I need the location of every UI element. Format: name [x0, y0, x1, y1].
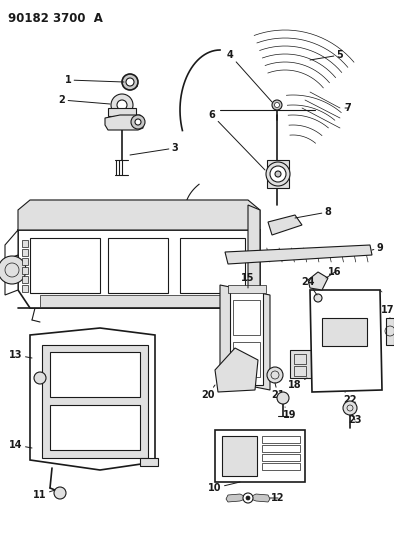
- Circle shape: [277, 392, 289, 404]
- Bar: [294, 366, 306, 376]
- Circle shape: [314, 294, 322, 302]
- Bar: [22, 285, 28, 292]
- Polygon shape: [230, 290, 263, 385]
- Bar: [294, 354, 306, 364]
- Bar: [262, 454, 300, 461]
- Polygon shape: [310, 290, 382, 392]
- Polygon shape: [268, 215, 302, 235]
- Text: 13: 13: [9, 350, 32, 360]
- Polygon shape: [108, 108, 136, 116]
- Text: 24: 24: [301, 277, 317, 295]
- Polygon shape: [18, 200, 260, 230]
- Bar: [215, 430, 305, 482]
- Bar: [108, 238, 168, 293]
- Polygon shape: [386, 318, 394, 345]
- Circle shape: [270, 166, 286, 182]
- Text: 22: 22: [343, 392, 357, 405]
- Text: 16: 16: [326, 267, 342, 278]
- Bar: [22, 258, 28, 265]
- Text: 15: 15: [241, 273, 255, 288]
- Circle shape: [34, 372, 46, 384]
- Text: 11: 11: [33, 490, 55, 500]
- Circle shape: [246, 496, 250, 500]
- Circle shape: [343, 401, 357, 415]
- Bar: [22, 249, 28, 256]
- Text: 10: 10: [208, 482, 240, 493]
- Polygon shape: [105, 115, 143, 130]
- Polygon shape: [30, 328, 155, 470]
- Bar: [22, 267, 28, 274]
- Bar: [50, 352, 140, 397]
- Text: 9: 9: [372, 243, 383, 253]
- Bar: [267, 160, 289, 188]
- Bar: [290, 350, 325, 378]
- Bar: [30, 238, 100, 293]
- Polygon shape: [220, 285, 270, 390]
- Bar: [228, 285, 266, 293]
- Circle shape: [275, 171, 281, 177]
- Circle shape: [0, 256, 26, 284]
- Polygon shape: [248, 494, 270, 502]
- Bar: [180, 238, 245, 293]
- Circle shape: [126, 78, 134, 86]
- Circle shape: [131, 115, 145, 129]
- Circle shape: [135, 119, 141, 125]
- Bar: [262, 445, 300, 452]
- Bar: [50, 405, 140, 450]
- Bar: [262, 463, 300, 470]
- Bar: [40, 295, 235, 307]
- Text: 2: 2: [59, 95, 110, 105]
- Circle shape: [275, 102, 279, 108]
- Bar: [322, 318, 367, 346]
- Bar: [22, 240, 28, 247]
- Circle shape: [266, 162, 290, 186]
- Bar: [222, 436, 257, 476]
- Bar: [233, 300, 260, 335]
- Text: 14: 14: [9, 440, 32, 450]
- Circle shape: [117, 100, 127, 110]
- Bar: [262, 436, 300, 443]
- Text: 23: 23: [348, 415, 362, 425]
- Circle shape: [243, 493, 253, 503]
- Circle shape: [272, 100, 282, 110]
- Polygon shape: [225, 245, 372, 264]
- Text: 8: 8: [295, 207, 331, 218]
- Circle shape: [54, 487, 66, 499]
- Polygon shape: [248, 205, 260, 290]
- Text: 5: 5: [310, 50, 344, 60]
- Text: 18: 18: [288, 378, 307, 390]
- Polygon shape: [18, 230, 260, 308]
- Circle shape: [111, 94, 133, 116]
- Text: 21: 21: [271, 383, 285, 400]
- Bar: [140, 458, 158, 466]
- Text: 1: 1: [65, 75, 124, 85]
- Text: 17: 17: [381, 305, 394, 318]
- Circle shape: [267, 367, 283, 383]
- Text: 7: 7: [345, 103, 351, 113]
- Polygon shape: [5, 230, 18, 295]
- Polygon shape: [308, 272, 328, 290]
- Polygon shape: [215, 348, 258, 392]
- Text: 12: 12: [270, 493, 285, 503]
- Polygon shape: [226, 494, 248, 502]
- Text: 20: 20: [201, 385, 215, 400]
- Text: 3: 3: [130, 143, 178, 155]
- Text: 19: 19: [283, 407, 297, 420]
- Circle shape: [122, 74, 138, 90]
- Text: 90182 3700  A: 90182 3700 A: [8, 12, 103, 25]
- Bar: [22, 276, 28, 283]
- Text: 4: 4: [227, 50, 272, 102]
- Polygon shape: [5, 255, 18, 280]
- Bar: [233, 342, 260, 377]
- Text: 6: 6: [209, 110, 265, 170]
- Polygon shape: [42, 345, 148, 458]
